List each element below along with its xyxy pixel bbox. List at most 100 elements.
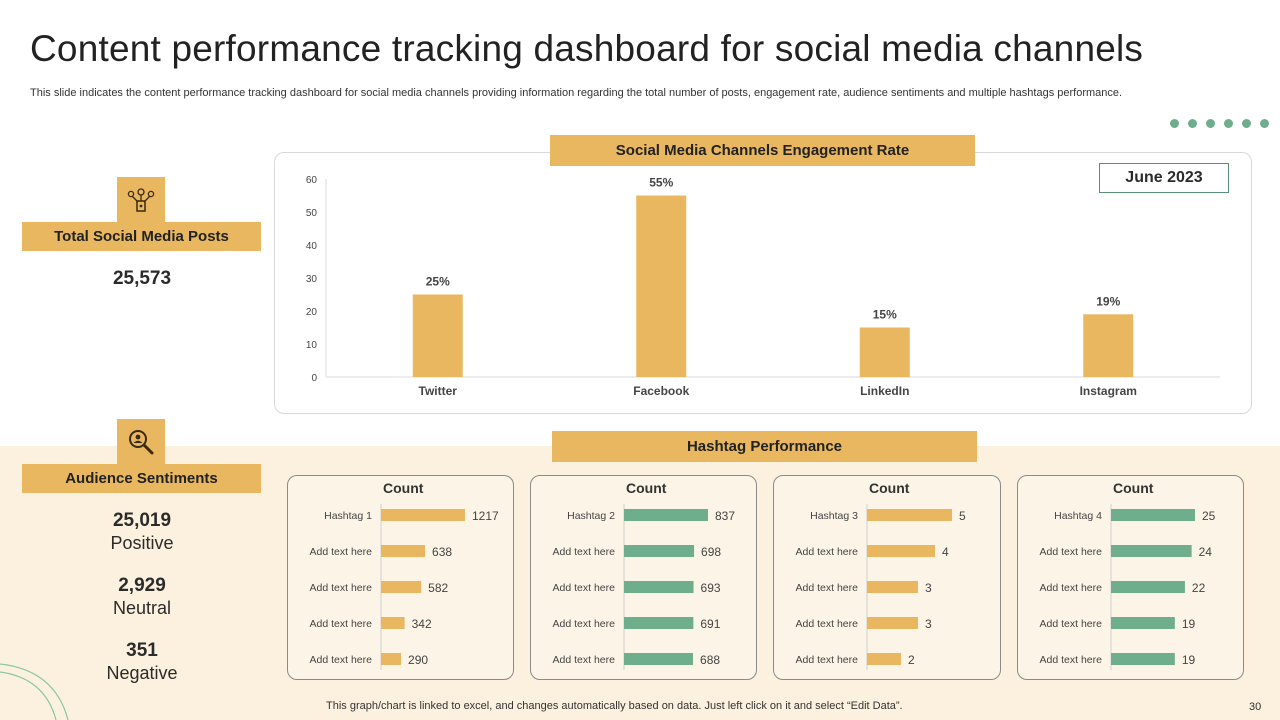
page-number: 30	[1249, 701, 1262, 713]
bar	[867, 653, 901, 665]
value-label: 638	[432, 545, 452, 559]
value-label: 837	[715, 509, 735, 523]
bar	[624, 509, 708, 521]
y-tick-label: 20	[306, 307, 318, 318]
data-label: 25%	[426, 275, 450, 289]
bar	[624, 545, 695, 557]
hashtag-1-panel: Count Hashtag 1 1217 Add text here 638 Add te…	[287, 475, 514, 680]
bar	[1111, 581, 1185, 593]
engagement-bar-chart: 0 10 20 30 40 50 60 25% Twitter 55% Facebook 15% Lin…	[306, 175, 1220, 398]
hashtag-4-panel: Count Hashtag 4 25 Add text here 24 Add text …	[1017, 475, 1244, 680]
category-label: Add text here	[796, 618, 859, 630]
bar	[624, 581, 694, 593]
bar	[1111, 545, 1192, 557]
value-label: 693	[701, 581, 721, 595]
value-label: 290	[408, 653, 428, 667]
page-title: Content performance tracking dashboard f…	[30, 28, 1144, 69]
bar-twitter	[412, 294, 463, 377]
social-network-icon	[117, 177, 165, 223]
category-label: Add text here	[1040, 582, 1103, 594]
footer-note: This graph/chart is linked to excel, and…	[326, 700, 903, 712]
bar	[381, 509, 465, 521]
value-label: 19	[1182, 653, 1196, 667]
category-label: Add text here	[796, 654, 859, 666]
value-label: 25	[1202, 509, 1216, 523]
category-label: Add text here	[310, 654, 373, 666]
hashtag-2-panel: Count Hashtag 2 837 Add text here 698 Add tex…	[530, 475, 757, 680]
bar	[1111, 617, 1175, 629]
negative-value: 351	[126, 640, 158, 661]
value-label: 5	[959, 509, 966, 523]
hashtag-3-chart: Count Hashtag 3 5 Add text here 4 Add text he…	[796, 480, 966, 670]
month-selector[interactable]: June 2023	[1099, 163, 1229, 193]
total-posts-label: Total Social Media Posts	[22, 222, 261, 251]
value-label: 3	[925, 617, 932, 631]
hashtag-performance-title: Hashtag Performance	[552, 431, 977, 462]
category-label: Add text here	[553, 654, 616, 666]
hashtag-1-chart: Count Hashtag 1 1217 Add text here 638 Add te…	[310, 480, 499, 670]
category-label: Hashtag 1	[324, 510, 372, 522]
bar-facebook	[636, 195, 687, 377]
data-label: 15%	[873, 308, 897, 322]
hashtag-3-panel: Count Hashtag 3 5 Add text here 4 Add text he…	[773, 475, 1001, 680]
positive-value: 25,019	[112, 510, 172, 531]
bar	[867, 581, 918, 593]
category-label: Add text here	[1040, 654, 1103, 666]
x-tick-label: LinkedIn	[860, 384, 909, 398]
category-label: Add text here	[553, 618, 616, 630]
neutral-label: Neutral	[112, 598, 172, 618]
bar	[867, 617, 918, 629]
y-tick-label: 60	[306, 175, 318, 186]
decorative-arcs	[0, 663, 69, 720]
category-label: Add text here	[553, 546, 616, 558]
y-tick-label: 40	[306, 241, 318, 252]
category-label: Add text here	[1040, 618, 1103, 630]
category-label: Add text here	[310, 582, 373, 594]
x-tick-label: Facebook	[633, 384, 689, 398]
value-label: 691	[700, 617, 720, 631]
engagement-chart-title: Social Media Channels Engagement Rate	[550, 135, 975, 166]
search-analysis-icon	[117, 419, 165, 465]
x-tick-label: Instagram	[1080, 384, 1137, 398]
x-tick-label: Twitter	[419, 384, 458, 398]
bar	[624, 617, 694, 629]
value-label: 698	[701, 545, 721, 559]
category-label: Hashtag 4	[1054, 510, 1102, 522]
category-label: Add text here	[310, 546, 373, 558]
category-label: Add text here	[310, 618, 373, 630]
decorative-dots	[1170, 119, 1269, 128]
category-label: Hashtag 3	[810, 510, 858, 522]
page-subtitle: This slide indicates the content perform…	[30, 87, 1123, 99]
audience-sentiments-label: Audience Sentiments	[22, 464, 261, 493]
negative-label: Negative	[106, 663, 178, 683]
value-label: 2	[908, 653, 915, 667]
chart-title: Count	[1113, 480, 1154, 496]
chart-title: Count	[383, 480, 424, 496]
value-label: 582	[428, 581, 448, 595]
bar	[624, 653, 694, 665]
category-label: Add text here	[796, 582, 859, 594]
value-label: 1217	[472, 509, 499, 523]
value-label: 3	[925, 581, 932, 595]
bar-instagram	[1083, 314, 1134, 377]
value-label: 4	[942, 545, 949, 559]
bar	[1111, 509, 1195, 521]
total-posts-value: 25,573	[112, 268, 172, 289]
hashtag-2-chart: Count Hashtag 2 837 Add text here 698 Add tex…	[553, 480, 735, 670]
bar	[867, 545, 935, 557]
y-tick-label: 10	[306, 340, 318, 351]
data-label: 55%	[649, 176, 673, 190]
bar	[381, 581, 422, 593]
bar	[867, 509, 952, 521]
hashtag-4-chart: Count Hashtag 4 25 Add text here 24 Add text …	[1040, 480, 1216, 670]
value-label: 24	[1199, 545, 1213, 559]
neutral-value: 2,929	[118, 575, 166, 596]
y-tick-label: 50	[306, 208, 318, 219]
value-label: 688	[700, 653, 720, 667]
value-label: 22	[1192, 581, 1206, 595]
y-tick-label: 0	[311, 373, 317, 384]
category-label: Hashtag 2	[567, 510, 615, 522]
bar-linkedin	[859, 327, 910, 377]
chart-title: Count	[626, 480, 667, 496]
